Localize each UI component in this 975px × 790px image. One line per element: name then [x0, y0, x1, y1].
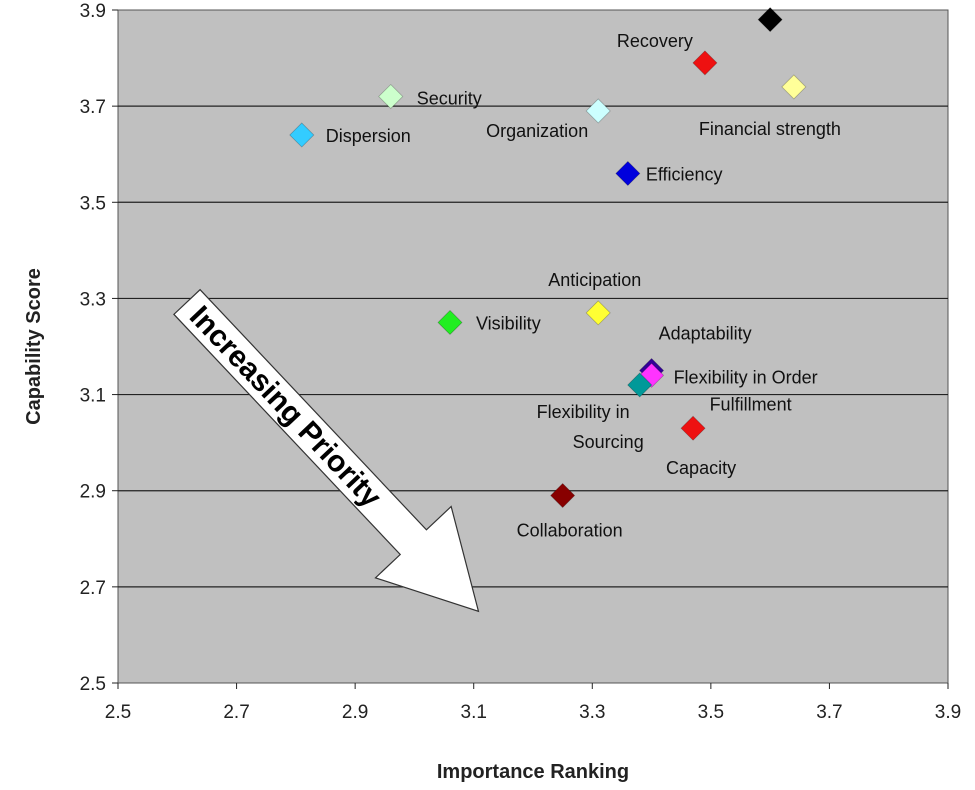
point-efficiency — [615, 160, 641, 187]
point-label-collaboration: Collaboration — [517, 521, 623, 541]
y-tick-label: 2.5 — [80, 674, 106, 695]
x-tick-label: 3.1 — [461, 702, 487, 723]
point-label-recovery: Recovery — [617, 31, 693, 51]
x-tick-label: 2.5 — [105, 702, 131, 723]
point-flexibility-in-sourcing — [627, 372, 653, 398]
y-tick-label: 3.3 — [80, 289, 106, 310]
y-axis-title: Capability Score — [23, 268, 45, 425]
point-financial-strength — [781, 74, 807, 100]
x-tick-label: 2.9 — [342, 702, 368, 723]
increasing-priority-arrow — [173, 288, 480, 613]
axes: 2.5 2.7 2.9 3.1 3.3 3.5 3.7 3.9 2.5 2.7 2.9 3.1 3.3 3… — [80, 1, 962, 723]
point-label-security: Security — [417, 89, 482, 109]
point-label-financial-strength: Financial strength — [699, 119, 841, 139]
x-tick-label: 3.5 — [698, 702, 724, 723]
point-label-capacity: Capacity — [666, 458, 736, 478]
x-tick-label: 3.9 — [935, 702, 961, 723]
point-label-efficiency: Efficiency — [646, 164, 723, 184]
y-tick-label: 3.5 — [80, 193, 106, 214]
plot-area — [117, 9, 949, 684]
y-tick-label: 3.1 — [80, 386, 106, 407]
point-capacity — [680, 415, 706, 441]
y-tick-label: 3.9 — [80, 1, 106, 22]
y-tick-label: 3.7 — [80, 97, 106, 118]
y-tick-label: 2.9 — [80, 482, 106, 503]
point-collaboration — [550, 482, 576, 509]
point-label-visibility: Visibility — [476, 313, 541, 333]
point-recovery — [692, 50, 718, 76]
y-tick-label: 2.7 — [80, 578, 106, 599]
point-security — [378, 83, 404, 110]
x-tick-label: 2.7 — [223, 702, 249, 723]
point-label-flexibility-in-sourcing: Flexibility in — [537, 402, 630, 422]
point-label-flexibility-in-sourcing: Sourcing — [573, 432, 644, 452]
point-organization — [585, 98, 611, 124]
x-axis-title: Importance Ranking — [437, 761, 629, 783]
point-market-position — [757, 7, 783, 33]
point-labels: Market PositionRecoveryFinancial strengt… — [326, 31, 841, 541]
data-points — [289, 7, 807, 509]
point-label-organization: Organization — [486, 121, 588, 141]
point-label-adaptability: Adaptability — [659, 324, 752, 344]
point-label-flexibility-in-order-fulfillment: Fulfillment — [710, 394, 792, 414]
x-tick-label: 3.7 — [816, 702, 842, 723]
x-tick-label: 3.3 — [579, 702, 605, 723]
point-anticipation — [585, 300, 611, 326]
point-dispersion — [289, 122, 315, 148]
point-visibility — [437, 309, 463, 336]
point-label-anticipation: Anticipation — [548, 270, 641, 290]
point-label-dispersion: Dispersion — [326, 126, 411, 146]
point-label-flexibility-in-order-fulfillment: Flexibility in Order — [674, 367, 818, 387]
